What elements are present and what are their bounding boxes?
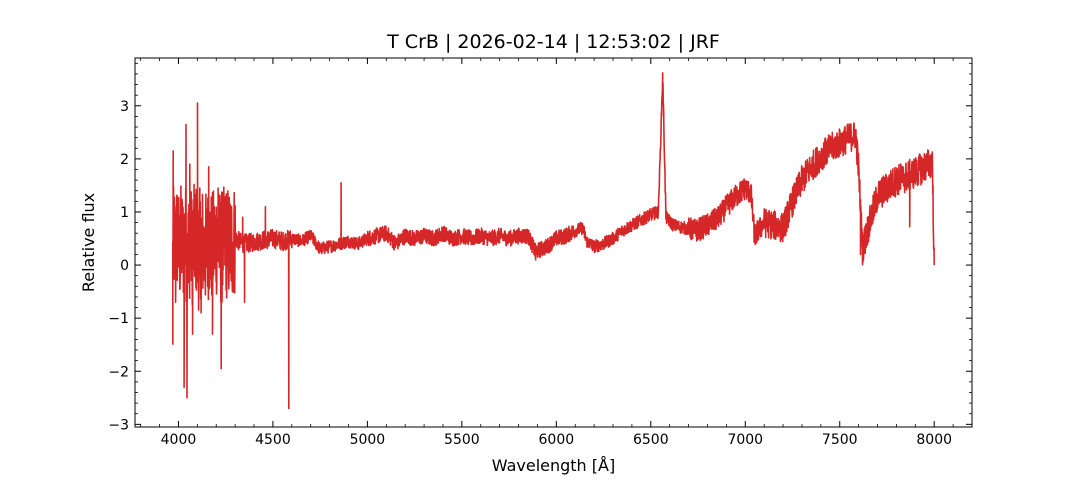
spectrum-line bbox=[172, 72, 935, 410]
x-axis-label: Wavelength [Å] bbox=[492, 456, 615, 475]
x-tick-label: 5000 bbox=[350, 432, 386, 448]
y-tick-label: 0 bbox=[120, 258, 129, 274]
x-tick-label: 7500 bbox=[822, 432, 858, 448]
y-tick-label: −2 bbox=[108, 364, 129, 380]
y-axis-label: Relative flux bbox=[79, 193, 98, 292]
y-tick-label: 1 bbox=[120, 205, 129, 221]
x-tick-label: 4500 bbox=[255, 432, 291, 448]
y-tick-label: 3 bbox=[120, 99, 129, 115]
chart-title: T CrB | 2026-02-14 | 12:53:02 | JRF bbox=[386, 31, 720, 53]
y-tick-label: −1 bbox=[108, 311, 129, 327]
x-tick-label: 7000 bbox=[727, 432, 763, 448]
x-axis: 4000 4500 5000 5500 6000 6500 7000 7500 8000 bbox=[140, 58, 973, 448]
x-tick-label: 6500 bbox=[633, 432, 669, 448]
x-tick-label: 8000 bbox=[916, 432, 952, 448]
x-tick-label: 4000 bbox=[161, 432, 197, 448]
x-tick-label: 6000 bbox=[539, 432, 575, 448]
y-tick-label: −3 bbox=[108, 417, 129, 433]
y-axis: −3 −2 −1 0 1 2 3 bbox=[108, 62, 972, 433]
x-tick-label: 5500 bbox=[444, 432, 480, 448]
plot-frame bbox=[134, 57, 973, 428]
y-tick-label: 2 bbox=[120, 152, 129, 168]
series-layer bbox=[172, 72, 935, 410]
